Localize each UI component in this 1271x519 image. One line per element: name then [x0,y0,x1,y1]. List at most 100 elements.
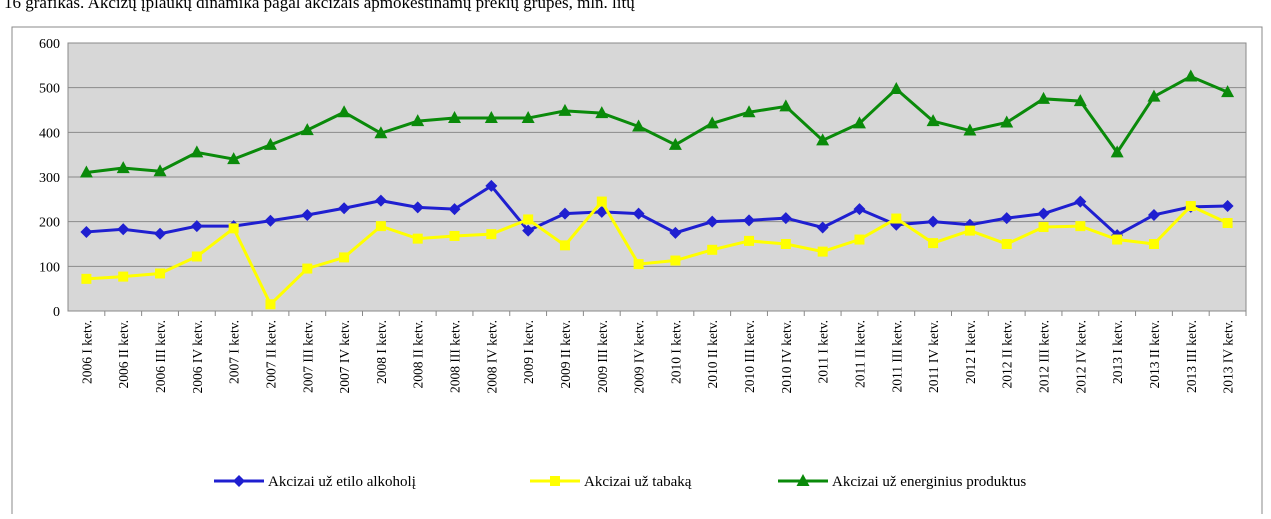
marker [632,207,645,220]
marker [1112,234,1123,245]
x-tick-label: 2013 I ketv. [1110,320,1125,384]
marker [1037,91,1051,104]
marker [1000,212,1013,225]
x-tick-label: 2008 IV ketv. [484,320,499,394]
series-line [86,74,1229,175]
marker [155,268,166,279]
marker [79,165,93,178]
x-tick-label: 2011 IV ketv. [926,320,941,393]
marker [744,235,755,246]
marker [1000,115,1014,128]
marker [816,133,830,146]
marker [927,215,940,228]
x-tick-label: 2011 I ketv. [816,320,831,384]
x-tick-label: 2007 I ketv. [227,320,242,384]
marker [796,474,810,486]
marker [668,137,682,150]
marker [374,194,387,207]
marker [118,271,129,282]
marker [302,263,313,274]
series-line [86,183,1228,237]
marker [411,201,424,214]
x-tick-label: 2013 II ketv. [1147,320,1162,388]
marker [522,224,535,237]
marker [632,119,646,132]
x-tick-label: 2013 IV ketv. [1221,320,1236,394]
marker [891,213,902,224]
marker [779,212,792,225]
marker [816,221,829,234]
marker [743,214,756,227]
marker [1184,69,1198,82]
x-tick-label: 2009 III ketv. [595,320,610,393]
marker [448,203,461,216]
marker [707,244,718,255]
marker [1074,195,1087,208]
marker [926,114,940,127]
marker [411,114,425,127]
x-tick-label: 2013 III ketv. [1184,320,1199,393]
marker [485,179,498,192]
y-tick-label: 500 [39,82,60,97]
x-tick-label: 2006 III ketv. [153,320,168,393]
x-tick-label: 2009 I ketv. [521,320,536,384]
marker [550,476,560,486]
x-tick-label: 2007 IV ketv. [337,320,352,394]
y-tick-label: 400 [39,126,60,141]
marker [190,145,204,158]
marker [742,105,756,118]
x-tick-label: 2008 III ketv. [448,320,463,393]
marker [633,259,644,270]
marker [263,137,277,150]
marker [374,126,388,139]
marker [448,111,462,124]
marker [1075,221,1086,232]
marker [1037,207,1050,220]
marker [81,273,92,284]
x-tick-label: 2012 IV ketv. [1073,320,1088,394]
marker [153,164,167,177]
y-tick-label: 600 [39,37,60,52]
legend-label: Akcizai už tabaką [584,474,692,490]
x-tick-label: 2012 III ketv. [1037,320,1052,393]
x-tick-label: 2010 IV ketv. [779,320,794,394]
marker [964,225,975,236]
y-tick-label: 100 [39,260,60,275]
marker [339,252,350,263]
x-tick-label: 2008 I ketv. [374,320,389,384]
marker [337,105,351,118]
marker [779,99,793,112]
marker [669,226,682,239]
marker [889,82,903,95]
marker [412,233,423,244]
marker [523,214,534,225]
marker [1001,239,1012,249]
marker [521,111,535,124]
marker [80,225,93,238]
marker [558,207,571,220]
legend-label: Akcizai už etilo alkoholį [268,474,416,490]
marker [190,220,203,233]
marker [486,229,497,240]
marker [265,299,276,310]
x-tick-label: 2011 III ketv. [889,320,904,392]
x-tick-label: 2006 IV ketv. [190,320,205,394]
marker [301,208,314,221]
x-tick-label: 2009 II ketv. [558,320,573,388]
marker [1221,85,1235,98]
marker [116,161,130,174]
marker [1073,94,1087,107]
chart-title: 16 grafikas. Akcizų įplaukų dinamika pag… [4,0,635,12]
marker [233,475,245,487]
marker [1148,239,1159,249]
marker [595,106,609,119]
x-tick-label: 2007 II ketv. [263,320,278,388]
x-tick-label: 2012 II ketv. [1000,320,1015,388]
marker [264,214,277,227]
marker [300,123,314,136]
marker [1185,201,1196,212]
marker [1147,89,1161,102]
x-tick-label: 2008 II ketv. [411,320,426,388]
y-tick-label: 0 [53,305,60,320]
